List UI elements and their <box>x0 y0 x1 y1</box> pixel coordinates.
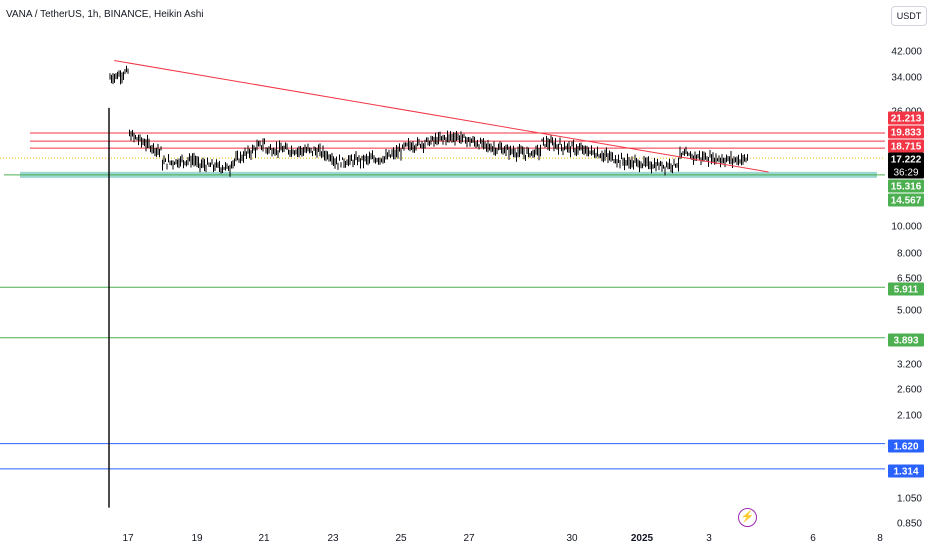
price-label: 19.833 <box>891 128 922 139</box>
y-axis-tick-label: 1.050 <box>897 494 922 505</box>
currency-button[interactable]: USDT <box>891 6 927 26</box>
price-label-badge <box>888 333 924 347</box>
x-axis-tick-label: 17 <box>122 533 134 544</box>
x-axis-tick-label: 8 <box>877 533 883 544</box>
price-label: 1.620 <box>893 442 918 453</box>
y-axis-tick-label: 2.100 <box>897 411 922 422</box>
y-axis-tick-label: 0.850 <box>897 519 922 530</box>
x-axis-tick-label: 27 <box>463 533 475 544</box>
price-label-badge <box>888 152 924 179</box>
trendline <box>114 60 769 173</box>
price-label-badge <box>888 282 924 296</box>
y-axis-tick-label: 2.600 <box>897 385 922 396</box>
x-axis-tick-label: 25 <box>395 533 407 544</box>
y-axis-tick-label: 8.000 <box>897 249 922 260</box>
price-label: 5.911 <box>894 285 919 296</box>
x-axis-tick-label: 23 <box>327 533 339 544</box>
price-label: 1.314 <box>893 467 918 478</box>
price-label-badge <box>888 439 924 453</box>
x-axis-tick-label: 3 <box>706 533 712 544</box>
y-axis-tick-label: 34.000 <box>891 73 922 84</box>
x-axis-tick-label: 2025 <box>631 533 654 544</box>
y-axis-tick-label: 10.000 <box>891 222 922 233</box>
lightning-icon[interactable]: ⚡ <box>738 508 757 527</box>
price-label: 17.222 <box>891 155 922 166</box>
price-label-badge <box>888 125 924 139</box>
price-label-badge <box>888 464 924 478</box>
price-label-badge <box>888 193 924 207</box>
y-axis-tick-label: 5.000 <box>897 306 922 317</box>
chart-title: VANA / TetherUS, 1h, BINANCE, Heikin Ash… <box>6 9 204 20</box>
price-label: 21.213 <box>891 114 922 125</box>
price-label: 3.893 <box>893 336 918 347</box>
price-label-badge <box>888 179 924 193</box>
x-axis-tick-label: 30 <box>566 533 578 544</box>
countdown-label: 36:29 <box>893 168 918 179</box>
price-label-badge <box>888 139 924 153</box>
price-label: 18.715 <box>891 142 922 153</box>
x-axis-tick-label: 6 <box>810 533 816 544</box>
price-label: 15.316 <box>891 182 922 193</box>
x-axis-tick-label: 19 <box>191 533 203 544</box>
y-axis-tick-label: 42.000 <box>891 47 922 58</box>
y-axis-tick-label: 6.500 <box>897 274 922 285</box>
x-axis-tick-label: 21 <box>258 533 270 544</box>
price-label: 14.567 <box>891 196 922 207</box>
price-label-badge <box>888 111 924 125</box>
y-axis-tick-label: 3.200 <box>897 360 922 371</box>
